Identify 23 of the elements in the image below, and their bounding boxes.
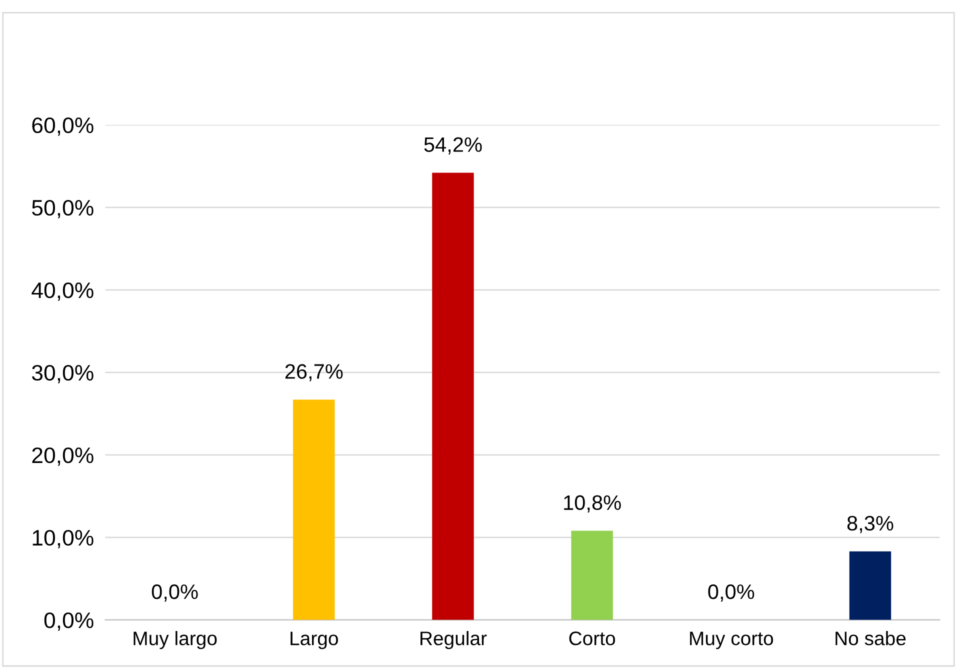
x-tick-label: Muy corto bbox=[690, 632, 774, 650]
y-tick-label: 20,0% bbox=[32, 447, 94, 466]
bar bbox=[571, 530, 613, 620]
data-label: 8,3% bbox=[847, 516, 894, 534]
x-tick-label: Largo bbox=[290, 632, 338, 650]
y-tick-label: 0,0% bbox=[44, 612, 94, 631]
y-tick-label: 50,0% bbox=[32, 200, 94, 218]
data-label: 0,0% bbox=[708, 584, 754, 602]
y-tick-label: 10,0% bbox=[32, 530, 94, 548]
data-label: 10,8% bbox=[564, 495, 621, 512]
x-tick-label: Regular bbox=[420, 631, 487, 650]
bar bbox=[432, 172, 474, 620]
data-label: 26,7% bbox=[285, 364, 343, 382]
x-tick-label: No sabe bbox=[836, 631, 906, 646]
bar bbox=[849, 551, 892, 620]
x-tick-label: Corto bbox=[569, 632, 616, 646]
y-tick-label: 30,0% bbox=[32, 364, 94, 384]
data-label: 0,0% bbox=[152, 584, 198, 602]
y-tick-label: 60,0% bbox=[32, 117, 94, 136]
bar bbox=[293, 400, 335, 620]
y-tick-label: 40,0% bbox=[32, 282, 94, 301]
x-tick-label: Muy largo bbox=[134, 631, 217, 650]
data-label: 54,2% bbox=[424, 137, 482, 154]
